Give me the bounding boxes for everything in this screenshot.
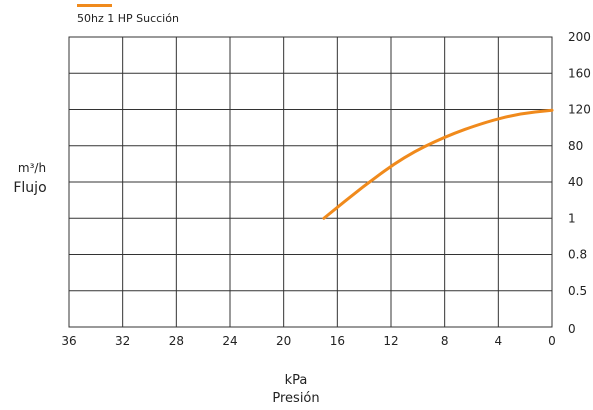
y-tick-label: 120 (568, 103, 591, 117)
x-axis-title: Presión (272, 391, 319, 406)
legend-label: 50hz 1 HP Succión (77, 12, 179, 25)
y-tick-label: 0.8 (568, 248, 587, 262)
y-tick-label: 80 (568, 139, 583, 153)
x-tick-label: 20 (276, 334, 291, 348)
x-tick-label: 32 (115, 334, 130, 348)
grid-lines (69, 37, 552, 327)
legend-swatch (77, 4, 112, 7)
series-line (322, 108, 554, 220)
y-tick-label: 0.5 (568, 284, 587, 298)
y-axis-title: Flujo (13, 180, 46, 196)
y-tick-label: 160 (568, 66, 591, 80)
x-tick-label: 0 (548, 334, 556, 348)
y-tick-label: 40 (568, 175, 583, 189)
y-tick-labels: 0 0.5 0.8 1 40 80 120 160 200 (568, 30, 591, 336)
x-tick-label: 12 (383, 334, 398, 348)
y-tick-label: 200 (568, 30, 591, 44)
y-axis-unit: m³/h (18, 161, 46, 175)
x-tick-label: 24 (222, 334, 237, 348)
x-axis-unit: kPa (285, 373, 308, 388)
x-tick-label: 4 (495, 334, 503, 348)
x-tick-labels: 36 32 28 24 20 16 12 8 4 0 (61, 334, 555, 348)
x-tick-label: 16 (330, 334, 345, 348)
y-tick-label: 0 (568, 322, 576, 336)
x-tick-label: 28 (169, 334, 184, 348)
x-tick-label: 36 (61, 334, 76, 348)
x-tick-label: 8 (441, 334, 449, 348)
series-group (322, 108, 554, 220)
y-tick-label: 1 (568, 211, 576, 225)
